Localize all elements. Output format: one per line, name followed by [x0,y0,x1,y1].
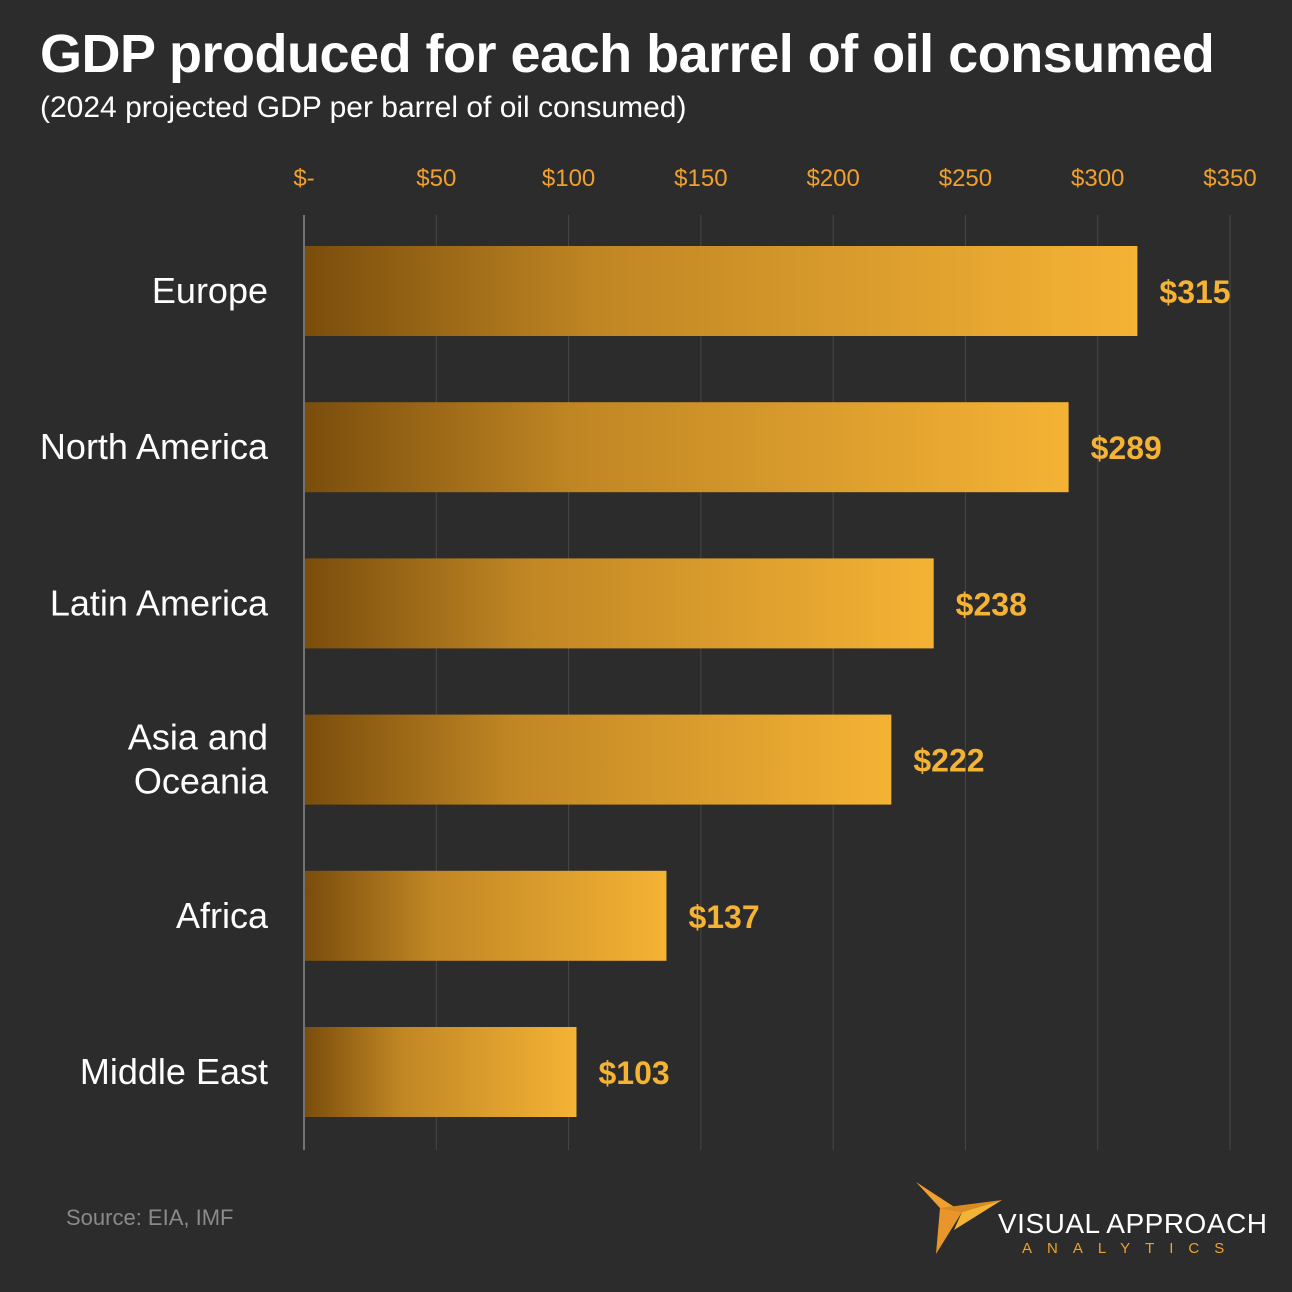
page-subtitle: (2024 projected GDP per barrel of oil co… [40,91,687,124]
gridlines [435,215,1231,1150]
value-label: $238 [956,586,1027,622]
source-note: Source: EIA, IMF [66,1205,234,1230]
x-axis-ticks: $- $50 $100 $150 $200 $250 $300 $350 [293,165,1256,192]
category-label-line: Asia and [128,717,268,758]
category-label: Latin America [50,582,269,623]
category-label-line: North America [40,426,269,467]
brand-logo: VISUAL APPROACH ANALYTICS [910,1178,1280,1260]
x-tick-label: $200 [806,165,859,192]
x-tick-label: $350 [1203,165,1256,192]
category-label-line: Middle East [80,1051,268,1092]
value-label: $103 [599,1055,670,1091]
x-tick-label: $250 [939,165,992,192]
category-label-line: Oceania [134,761,269,802]
x-tick-label: $150 [674,165,727,192]
category-label-line: Europe [152,270,268,311]
value-label: $289 [1091,430,1162,466]
x-tick-label: $- [293,165,314,192]
page-title: GDP produced for each barrel of oil cons… [40,24,1215,84]
x-tick-label: $50 [416,165,456,192]
x-tick-label: $300 [1071,165,1124,192]
bar [305,870,667,961]
bar [305,402,1069,493]
value-label: $137 [688,899,759,935]
value-label: $222 [913,743,984,779]
bar [305,246,1138,336]
category-label: Africa [176,895,269,936]
logo-mark-icon [916,1182,1002,1254]
bar [305,1027,577,1117]
bar [305,558,934,649]
brand-name: VISUAL APPROACH [998,1208,1268,1239]
category-label: Europe [152,270,268,311]
category-label: North America [40,426,269,467]
category-label-line: Africa [176,895,269,936]
value-labels: $315 $289 $238 $222 $137 $103 [599,274,1231,1091]
bars [305,246,1138,1117]
x-tick-label: $100 [542,165,595,192]
category-label: Middle East [80,1051,268,1092]
brand-tagline: ANALYTICS [1022,1240,1240,1257]
value-label: $315 [1159,274,1230,310]
category-label-line: Latin America [50,582,269,623]
category-label: Asia and Oceania [128,717,269,802]
category-labels: Europe North America Latin America Asia and… [40,270,269,1092]
bar [305,714,892,805]
